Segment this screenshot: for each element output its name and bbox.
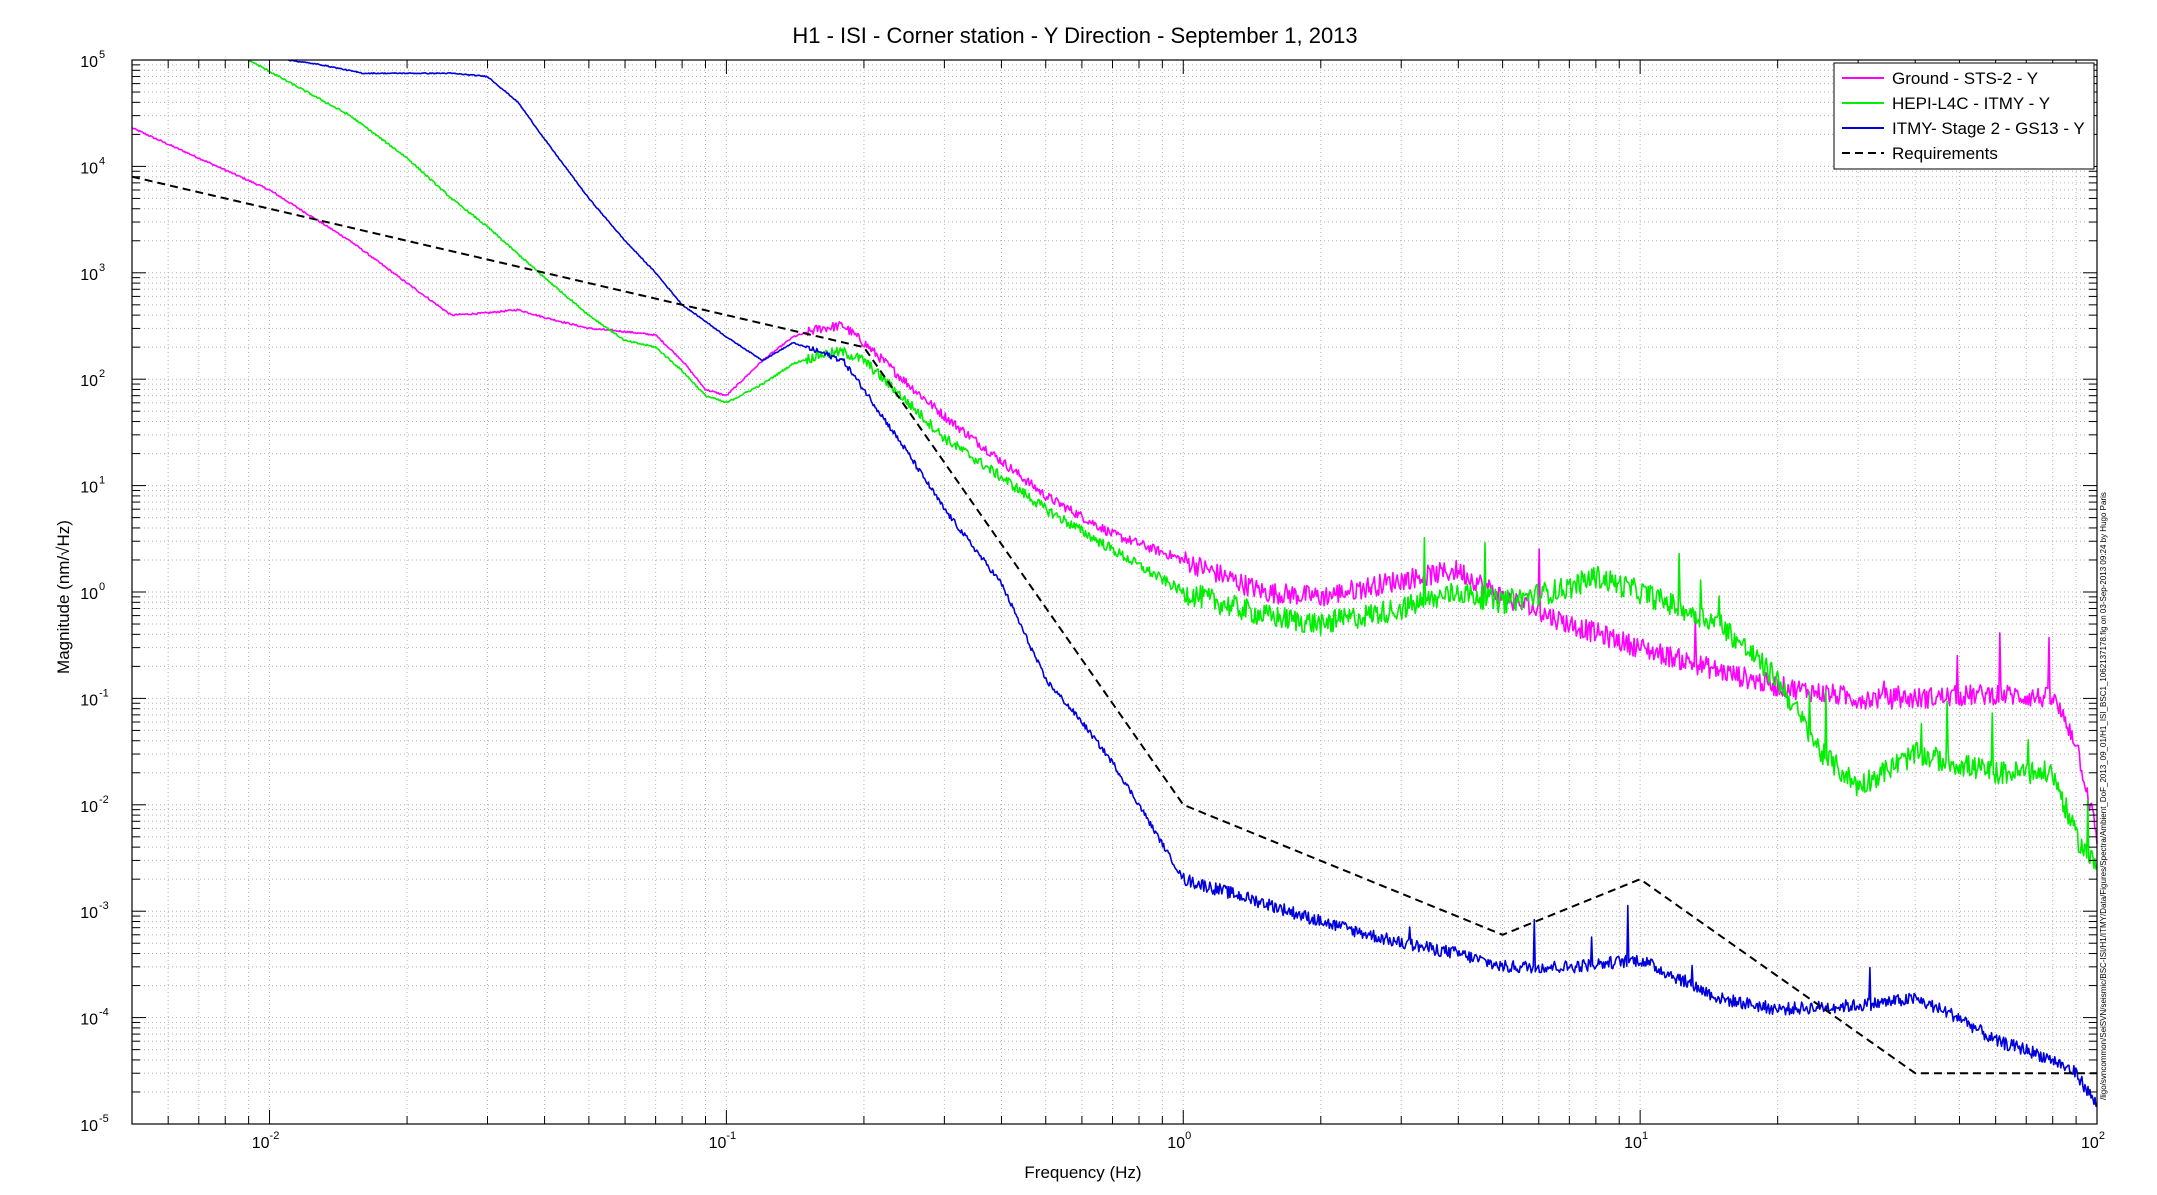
y-tick-exp: -3 [99, 900, 109, 912]
y-tick-base: 10 [80, 160, 98, 177]
x-tick-exp: 1 [1642, 1130, 1648, 1142]
x-tick-base: 10 [1167, 1135, 1185, 1152]
plot-frame [131, 59, 2098, 1125]
legend-box [1833, 62, 2095, 170]
x-tick-base: 10 [709, 1135, 727, 1152]
y-axis-label: Magnitude (nm/√Hz) [54, 520, 73, 674]
legend-label-0: Ground - STS-2 - Y [1892, 69, 2038, 88]
y-tick-base: 10 [80, 905, 98, 922]
x-tick-label: 102 [2081, 1130, 2105, 1152]
y-tick-exp: 0 [99, 581, 105, 593]
y-tick-label: 10 [80, 480, 98, 497]
legend: Ground - STS-2 - Y HEPI-L4C - ITMY - Y ITM… [1833, 62, 2095, 170]
x-tick-exp: 2 [2099, 1130, 2105, 1142]
legend-label-3: Requirements [1892, 144, 1998, 163]
y-tick-base: 10 [80, 373, 98, 390]
x-tick-label: 100 [1167, 1130, 1191, 1152]
x-tick-exp: -1 [726, 1130, 736, 1142]
series-line-3 [131, 175, 2097, 1075]
y-tick-label: 10 [80, 1012, 98, 1029]
side-note: /ligo/svncommon/SeiSVN/seismic/BSC-ISI/H… [2099, 492, 2108, 1100]
x-axis-label: Frequency (Hz) [1024, 1163, 1141, 1182]
legend-label-1: HEPI-L4C - ITMY - Y [1892, 94, 2050, 113]
y-tick-label: 10 [80, 54, 98, 71]
y-tick-base: 10 [80, 54, 98, 71]
y-tick-base: 10 [80, 480, 98, 497]
y-tick-label: 10 [80, 1118, 98, 1135]
series-line-2 [288, 59, 2098, 1108]
x-tick-label: 10-1 [709, 1130, 737, 1152]
y-tick-base: 10 [80, 692, 98, 709]
y-tick-exp: 4 [99, 155, 105, 167]
y-tick-label: 10 [80, 267, 98, 284]
y-tick-base: 10 [80, 1118, 98, 1135]
y-tick-label: 10 [80, 799, 98, 816]
y-tick-exp: -5 [99, 1113, 109, 1125]
y-tick-base: 10 [80, 586, 98, 603]
x-tick-base: 10 [2081, 1135, 2099, 1152]
y-tick-label: 10 [80, 692, 98, 709]
y-tick-exp: 1 [99, 475, 105, 487]
x-tick-label: 10-2 [252, 1130, 280, 1152]
y-tick-exp: -1 [99, 687, 109, 699]
y-tick-base: 10 [80, 799, 98, 816]
x-tick-exp: -2 [270, 1130, 280, 1142]
x-tick-exp: 0 [1185, 1130, 1191, 1142]
legend-label-2: ITMY- Stage 2 - GS13 - Y [1892, 119, 2085, 138]
y-tick-label: 10 [80, 586, 98, 603]
chart-title: H1 - ISI - Corner station - Y Direction … [792, 23, 1357, 48]
series-layer [131, 59, 2098, 1108]
y-tick-label: 10 [80, 160, 98, 177]
x-tick-label: 101 [1624, 1130, 1648, 1152]
series-line-1 [247, 59, 2098, 870]
y-tick-base: 10 [80, 267, 98, 284]
y-tick-label: 10 [80, 373, 98, 390]
y-tick-exp: 5 [99, 49, 105, 61]
y-tick-exp: 3 [99, 262, 105, 274]
x-tick-base: 10 [1624, 1135, 1642, 1152]
y-tick-exp: -2 [99, 794, 109, 806]
y-tick-base: 10 [80, 1012, 98, 1029]
x-tick-base: 10 [252, 1135, 270, 1152]
y-tick-exp: 2 [99, 368, 105, 380]
y-tick-exp: -4 [99, 1007, 109, 1019]
y-tick-label: 10 [80, 905, 98, 922]
